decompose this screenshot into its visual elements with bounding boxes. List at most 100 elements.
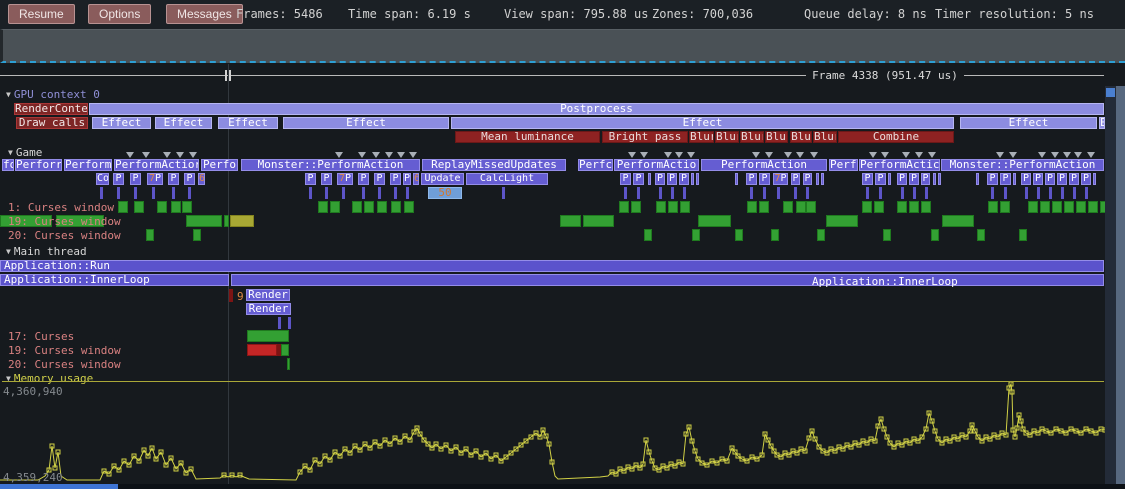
frame-marker-triangle-icon[interactable]	[372, 152, 380, 158]
zone-game-sub[interactable]	[735, 173, 738, 185]
zone-gpu-pass[interactable]: Mean luminance	[455, 131, 600, 143]
lock-event-box[interactable]	[352, 201, 362, 213]
lock-event-box[interactable]	[931, 229, 939, 241]
lock-event-box[interactable]	[118, 201, 128, 213]
lock-event-box[interactable]	[874, 201, 884, 213]
frame-marker-triangle-icon[interactable]	[1051, 152, 1059, 158]
frame-marker-triangle-icon[interactable]	[928, 152, 936, 158]
zone-gpu-pass[interactable]: Combine	[838, 131, 954, 143]
frame-marker-triangle-icon[interactable]	[126, 152, 134, 158]
lock-contended-bar[interactable]	[230, 215, 254, 227]
zone-game-sub[interactable]	[648, 173, 651, 185]
zone-game-sub[interactable]: 6	[413, 173, 419, 185]
frame-marker-triangle-icon[interactable]	[1087, 152, 1095, 158]
frame-marker-triangle-icon[interactable]	[796, 152, 804, 158]
frame-marker-triangle-icon[interactable]	[664, 152, 672, 158]
lock-event-box[interactable]	[318, 201, 328, 213]
zone-game-sub[interactable]: P	[1000, 173, 1011, 185]
frame-marker-triangle-icon[interactable]	[1009, 152, 1017, 158]
frame-marker-triangle-icon[interactable]	[628, 152, 636, 158]
zone-game-sub[interactable]: P	[358, 173, 369, 185]
section-memory-usage[interactable]: ▼ Memory usage	[6, 372, 93, 385]
zone-tick[interactable]	[683, 187, 686, 199]
frames-overview-strip[interactable]	[0, 29, 1125, 63]
zone-tick[interactable]	[342, 187, 345, 199]
lock-event-bar[interactable]	[583, 215, 614, 227]
zone-game-sub[interactable]: P	[1033, 173, 1043, 185]
zone-effect[interactable]: Effect	[155, 117, 212, 129]
zone-game-sub[interactable]: 7P	[773, 173, 788, 185]
section-main-thread[interactable]: ▼ Main thread	[6, 245, 87, 258]
zone-effect[interactable]: Effect	[92, 117, 151, 129]
lock-row-label[interactable]: 19: Curses window	[8, 215, 121, 228]
zone-tick[interactable]	[134, 187, 137, 199]
lock-event-box[interactable]	[806, 201, 816, 213]
scrollbar-button[interactable]	[1106, 88, 1115, 97]
lock-row-label[interactable]: 17: Curses	[8, 330, 75, 343]
frame-marker-triangle-icon[interactable]	[1038, 152, 1046, 158]
zone-tick[interactable]	[750, 187, 753, 199]
zone-effect[interactable]: Effect	[960, 117, 1097, 129]
zone-tick[interactable]	[866, 187, 869, 199]
zone-tick[interactable]	[502, 187, 505, 199]
lock-event-box[interactable]	[680, 201, 690, 213]
zone-game-sub[interactable]: P	[130, 173, 141, 185]
zone-application-innerloop[interactable]: Application::InnerLoop	[0, 274, 229, 286]
zone-game[interactable]: Monster::PerformAction	[241, 159, 420, 171]
zone-game-sub[interactable]: Co	[96, 173, 109, 185]
lock-event-box[interactable]	[747, 201, 757, 213]
lock-event-box[interactable]	[909, 201, 919, 213]
zone-game-sub[interactable]: P	[374, 173, 385, 185]
zone-game-sub[interactable]: P	[1021, 173, 1031, 185]
frame-marker-triangle-icon[interactable]	[397, 152, 405, 158]
zone-game[interactable]: PerformActic	[859, 159, 940, 171]
frame-marker-triangle-icon[interactable]	[687, 152, 695, 158]
zone-game-sub[interactable]: 7P	[337, 173, 353, 185]
zone-game-sub[interactable]: P	[667, 173, 677, 185]
zone-game-sub[interactable]	[1093, 173, 1096, 185]
zone-tick[interactable]	[659, 187, 662, 199]
zone-game[interactable]: Monster::PerformAction	[941, 159, 1104, 171]
lock-event-box[interactable]	[1019, 229, 1027, 241]
zone-game-sub[interactable]: P	[1057, 173, 1067, 185]
zone-effect[interactable]: Ef	[1099, 117, 1105, 129]
lock-event-box[interactable]	[171, 201, 181, 213]
zone-tick[interactable]	[925, 187, 928, 199]
zone-tick[interactable]	[1073, 187, 1076, 199]
lock-row-label[interactable]: 1: Curses window	[8, 201, 114, 214]
zone-tick[interactable]	[1061, 187, 1064, 199]
zone-application-innerloop[interactable]	[231, 274, 1104, 286]
lock-event-bar[interactable]	[247, 344, 277, 356]
lock-event-bar[interactable]	[277, 344, 281, 356]
zone-effect[interactable]: Effect	[451, 117, 954, 129]
frame-marker-triangle-icon[interactable]	[189, 152, 197, 158]
lock-event-box[interactable]	[656, 201, 666, 213]
zone-tick[interactable]	[100, 187, 103, 199]
frame-marker-triangle-icon[interactable]	[902, 152, 910, 158]
lock-event-box[interactable]	[1064, 201, 1074, 213]
lock-event-bar[interactable]	[942, 215, 974, 227]
section-game[interactable]: ▼ Game	[8, 146, 42, 159]
zone-application-run[interactable]: Application::Run	[0, 260, 1104, 272]
zone-game-sub[interactable]	[696, 173, 699, 185]
zone-tick[interactable]	[1025, 187, 1028, 199]
frame-marker-triangle-icon[interactable]	[335, 152, 343, 158]
zone-tick[interactable]	[901, 187, 904, 199]
section-gpu-context[interactable]: ▼ GPU context 0	[6, 88, 100, 101]
zone-tick[interactable]	[879, 187, 882, 199]
zone-game[interactable]: PerformAction	[701, 159, 827, 171]
zone-gpu-pass[interactable]: Blur	[715, 131, 739, 143]
zone-game-sub[interactable]	[691, 173, 694, 185]
zone-tick[interactable]	[671, 187, 674, 199]
zone-gpu-pass[interactable]: Bright pass	[602, 131, 688, 143]
zone-tick[interactable]	[1004, 187, 1007, 199]
lock-event-bar[interactable]	[826, 215, 858, 227]
lock-event-box[interactable]	[157, 201, 167, 213]
lock-event-box[interactable]	[771, 229, 779, 241]
zone-tick[interactable]	[763, 187, 766, 199]
zone-game-sub[interactable]: P	[791, 173, 800, 185]
zone-game-sub[interactable]	[1013, 173, 1016, 185]
zone-game-sub[interactable]: P	[1081, 173, 1091, 185]
lock-event-box[interactable]	[977, 229, 985, 241]
lock-event-box[interactable]	[817, 229, 825, 241]
